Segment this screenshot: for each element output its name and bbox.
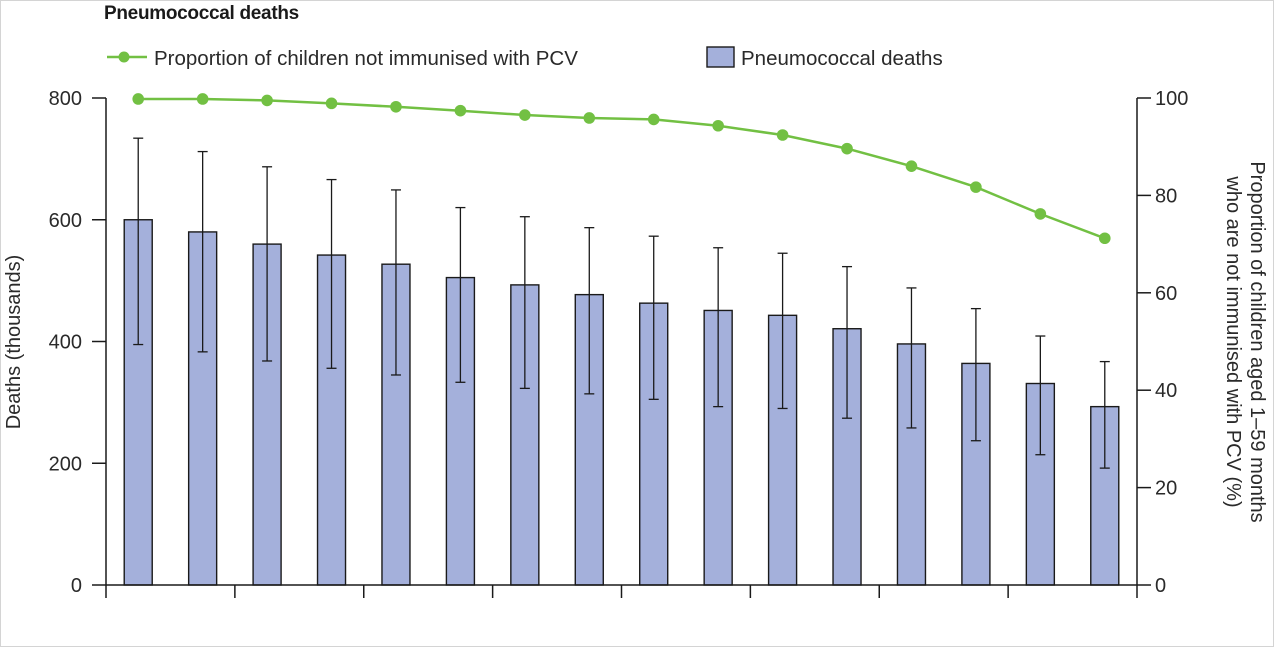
y2-tick-label: 20 xyxy=(1155,478,1177,500)
line-point xyxy=(841,142,853,155)
legend-label-bar: Pneumococcal deaths xyxy=(741,47,943,70)
bars xyxy=(123,219,1120,586)
line-point xyxy=(325,97,338,110)
y2-tick-label: 40 xyxy=(1155,380,1177,402)
legend-label-line: Proportion of children not immunised wit… xyxy=(154,47,578,70)
line-point xyxy=(454,104,467,117)
legend: Proportion of children not immunised wit… xyxy=(107,46,943,70)
line-point xyxy=(390,100,402,113)
line-point xyxy=(1034,208,1047,220)
legend-bar-swatch xyxy=(706,46,735,68)
line-point xyxy=(970,181,982,193)
y-tick-label: 600 xyxy=(49,210,82,232)
y2-tick-label: 0 xyxy=(1155,575,1166,597)
y2-tick-label: 60 xyxy=(1155,283,1177,305)
y2-tick-label: 80 xyxy=(1155,185,1177,207)
chart-title: Pneumococcal deaths xyxy=(104,3,299,24)
axes: 0 200 400 600 800 0 20 40 60 80 100 xyxy=(49,88,1188,598)
line-point xyxy=(1098,232,1111,245)
y2-axis-label-line2: who are not immunised with PCV (%) xyxy=(1222,175,1244,507)
line-point xyxy=(712,119,724,132)
line-point xyxy=(132,93,145,105)
line-series xyxy=(132,93,1111,245)
y2-axis-label-line1: Proportion of children aged 1–59 months xyxy=(1246,161,1268,522)
line-point xyxy=(647,113,660,126)
line-point xyxy=(583,112,596,124)
legend-marker-swatch xyxy=(118,51,130,63)
y2-tick-label: 100 xyxy=(1155,88,1188,110)
line-point xyxy=(905,160,918,172)
line-point xyxy=(776,129,789,141)
line-point xyxy=(261,94,273,107)
bar xyxy=(381,263,411,586)
y-tick-label: 0 xyxy=(71,575,82,597)
error-bars xyxy=(133,137,1110,469)
y-tick-label: 200 xyxy=(49,453,82,475)
line-path xyxy=(138,97,1106,240)
y-axis-label: Deaths (thousands) xyxy=(3,255,25,430)
line-point xyxy=(196,93,209,105)
line-point xyxy=(519,109,531,121)
y-tick-label: 800 xyxy=(49,88,82,110)
y-tick-label: 400 xyxy=(49,332,82,354)
